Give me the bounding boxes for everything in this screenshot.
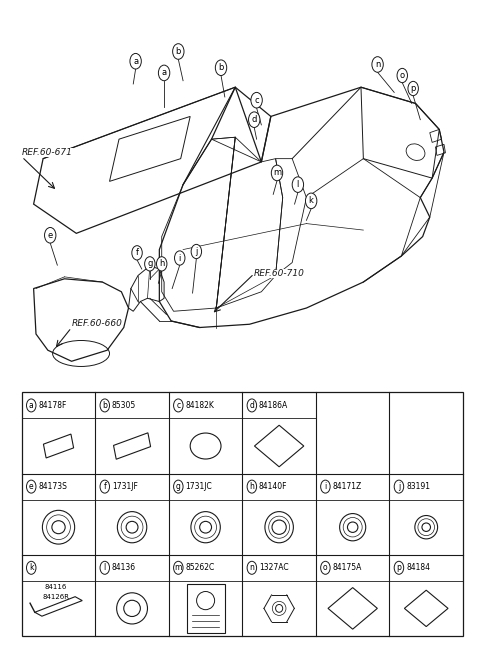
Circle shape: [173, 44, 184, 60]
Text: c: c: [254, 96, 259, 105]
Text: 1731JF: 1731JF: [112, 482, 138, 491]
Text: a: a: [133, 57, 138, 66]
Text: 84136: 84136: [112, 563, 136, 572]
Text: p: p: [396, 563, 401, 572]
Text: n: n: [375, 60, 380, 69]
Text: p: p: [410, 84, 416, 93]
Circle shape: [191, 244, 202, 259]
Circle shape: [132, 246, 142, 260]
Text: j: j: [195, 247, 198, 256]
Text: 1731JC: 1731JC: [185, 482, 212, 491]
Circle shape: [144, 257, 155, 271]
Circle shape: [249, 112, 260, 128]
Text: 84171Z: 84171Z: [333, 482, 362, 491]
Text: 83191: 83191: [406, 482, 430, 491]
Circle shape: [158, 65, 170, 81]
Text: 84140F: 84140F: [259, 482, 288, 491]
Bar: [187, 584, 225, 633]
Text: b: b: [102, 401, 107, 410]
Circle shape: [156, 257, 167, 271]
Text: k: k: [29, 563, 34, 572]
Circle shape: [305, 193, 317, 209]
Text: 85305: 85305: [112, 401, 136, 410]
Bar: [22, 392, 463, 636]
Text: n: n: [250, 563, 254, 572]
Text: h: h: [159, 259, 165, 269]
Text: a: a: [162, 68, 167, 77]
Circle shape: [271, 165, 283, 181]
Circle shape: [45, 227, 56, 243]
Circle shape: [251, 92, 262, 108]
Circle shape: [292, 177, 303, 193]
Text: 84175A: 84175A: [333, 563, 362, 572]
Text: REF.60-710: REF.60-710: [254, 269, 305, 278]
Text: h: h: [250, 482, 254, 491]
Text: 1327AC: 1327AC: [259, 563, 288, 572]
Text: 84173S: 84173S: [38, 482, 67, 491]
Text: e: e: [48, 231, 53, 240]
Text: m: m: [273, 168, 281, 178]
Circle shape: [216, 60, 227, 75]
Text: a: a: [29, 401, 34, 410]
Text: 84178F: 84178F: [38, 401, 67, 410]
Text: d: d: [250, 401, 254, 410]
Text: o: o: [323, 563, 328, 572]
Text: 84116: 84116: [45, 584, 67, 590]
Circle shape: [408, 81, 419, 96]
Text: j: j: [398, 482, 400, 491]
Text: 84186A: 84186A: [259, 401, 288, 410]
Circle shape: [130, 54, 141, 69]
Text: i: i: [324, 482, 326, 491]
Text: g: g: [176, 482, 181, 491]
Text: k: k: [309, 196, 313, 206]
Text: l: l: [104, 563, 106, 572]
Text: o: o: [400, 71, 405, 80]
Text: m: m: [175, 563, 182, 572]
Circle shape: [397, 68, 408, 83]
Text: 84182K: 84182K: [185, 401, 214, 410]
Circle shape: [175, 251, 185, 265]
Text: 84184: 84184: [406, 563, 430, 572]
Circle shape: [372, 57, 384, 72]
Text: g: g: [147, 259, 153, 269]
Text: f: f: [135, 248, 139, 257]
Text: b: b: [218, 64, 224, 72]
Text: c: c: [176, 401, 180, 410]
Text: l: l: [297, 180, 299, 189]
Text: i: i: [179, 253, 181, 263]
Text: 84126R: 84126R: [43, 594, 70, 600]
Text: e: e: [29, 482, 34, 491]
Text: d: d: [252, 115, 257, 124]
Text: 85262C: 85262C: [185, 563, 215, 572]
Text: b: b: [176, 47, 181, 56]
Text: f: f: [103, 482, 106, 491]
Text: REF.60-671: REF.60-671: [22, 147, 72, 157]
Text: REF.60-660: REF.60-660: [72, 319, 122, 328]
